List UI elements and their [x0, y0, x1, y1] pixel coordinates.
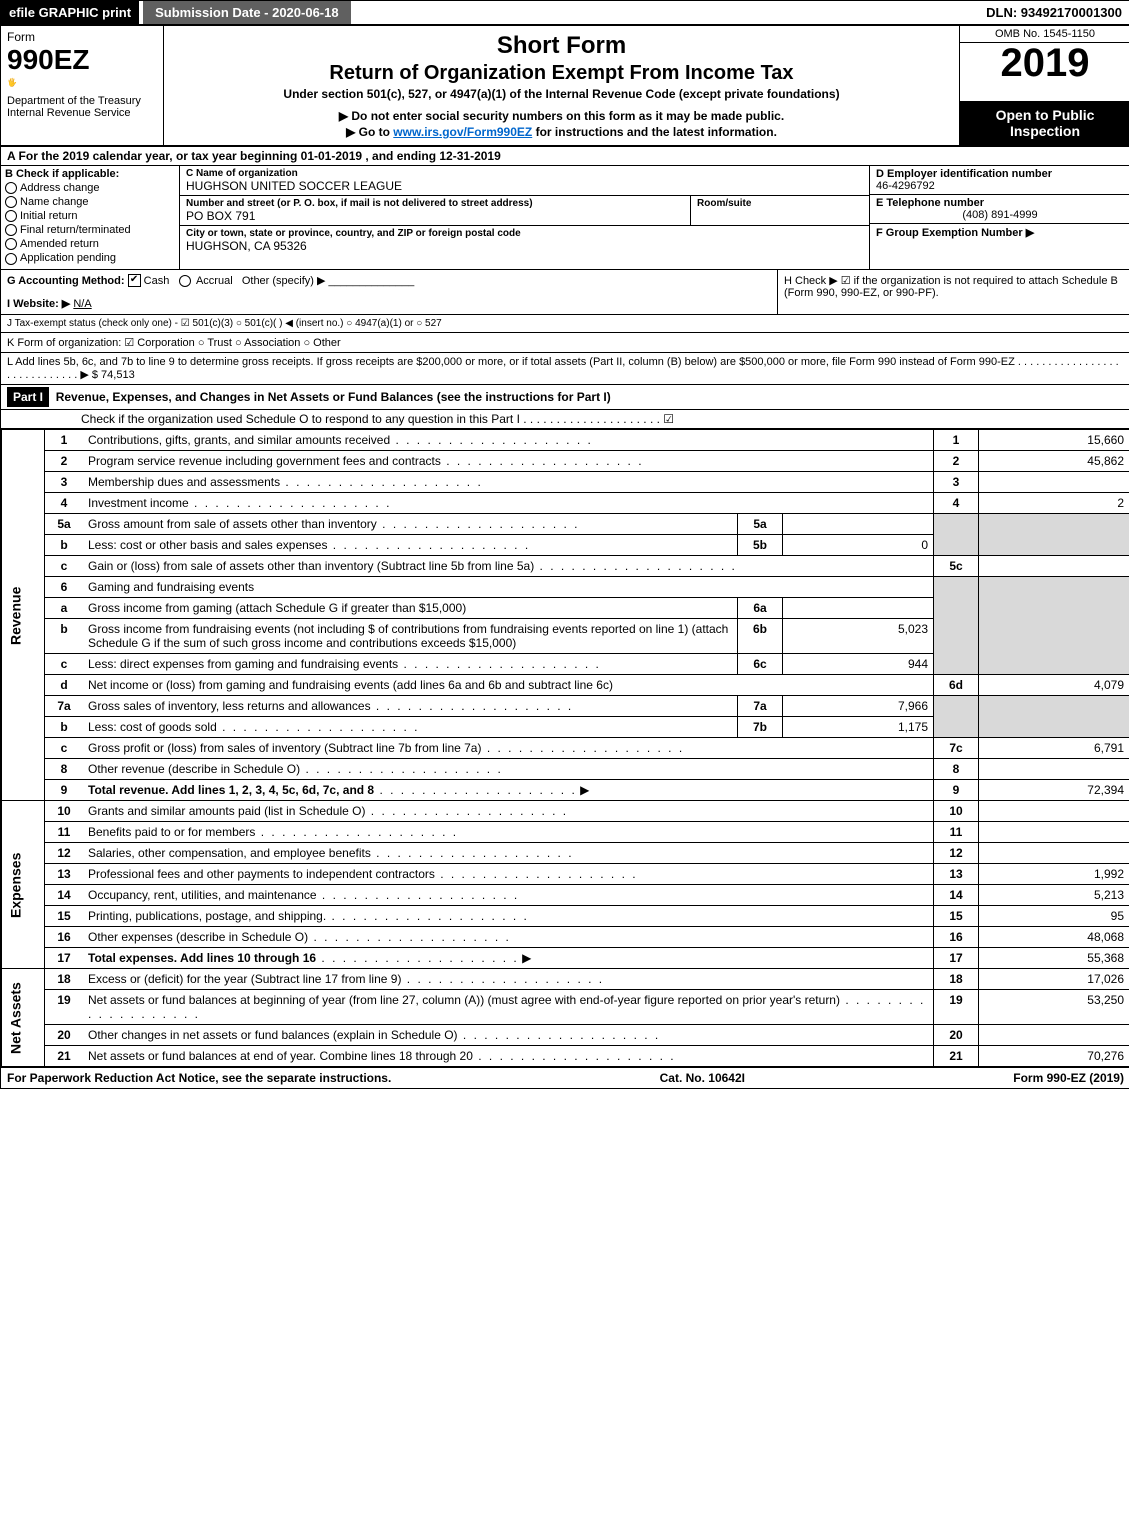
row-street: Number and street (or P. O. box, if mail…	[180, 196, 691, 225]
footer-mid: Cat. No. 10642I	[660, 1071, 745, 1085]
line6d-value: 4,079	[979, 675, 1129, 696]
org-name: HUGHSON UNITED SOCCER LEAGUE	[186, 179, 863, 193]
phone-value: (408) 891-4999	[876, 209, 1124, 221]
line16-value: 48,068	[979, 927, 1129, 948]
irs-label: Internal Revenue Service	[7, 107, 157, 119]
section-a-period: A For the 2019 calendar year, or tax yea…	[1, 147, 1129, 166]
footer-left: For Paperwork Reduction Act Notice, see …	[7, 1071, 391, 1085]
line6c-value: 944	[783, 654, 934, 675]
under-section: Under section 501(c), 527, or 4947(a)(1)…	[174, 87, 949, 101]
line20-value	[979, 1025, 1129, 1046]
line12-value	[979, 843, 1129, 864]
check-application-pending[interactable]: Application pending	[5, 252, 175, 264]
line4-value: 2	[979, 493, 1129, 514]
footer-right: Form 990-EZ (2019)	[1013, 1071, 1124, 1085]
check-address-change[interactable]: Address change	[5, 182, 175, 194]
row-l: L Add lines 5b, 6c, and 7b to line 9 to …	[1, 353, 1129, 385]
part1-header-row: Part I Revenue, Expenses, and Changes in…	[1, 385, 1129, 410]
header-right: OMB No. 1545-1150 2019 Open to Public In…	[959, 26, 1129, 145]
city-state-zip: HUGHSON, CA 95326	[186, 239, 863, 253]
side-revenue: Revenue	[2, 430, 45, 801]
accrual-radio[interactable]	[179, 275, 191, 287]
col-b-checks: B Check if applicable: Address change Na…	[1, 166, 180, 269]
dept-label: Department of the Treasury	[7, 95, 157, 107]
ein-value: 46-4296792	[876, 180, 1124, 192]
part1-label: Part I	[7, 387, 49, 407]
line11-value	[979, 822, 1129, 843]
row-c-name: C Name of organization HUGHSON UNITED SO…	[180, 166, 869, 196]
tax-year: 2019	[960, 43, 1129, 83]
line13-value: 1,992	[979, 864, 1129, 885]
header-center: Short Form Return of Organization Exempt…	[164, 26, 959, 145]
line6b-value: 5,023	[783, 619, 934, 654]
row-k: K Form of organization: ☑ Corporation ○ …	[1, 333, 1129, 353]
goto-link-row: ▶ Go to www.irs.gov/Form990EZ for instru…	[174, 125, 949, 139]
line14-value: 5,213	[979, 885, 1129, 906]
cash-checkbox[interactable]	[128, 274, 141, 287]
no-ssn-note: ▶ Do not enter social security numbers o…	[174, 109, 949, 123]
row-j: J Tax-exempt status (check only one) - ☑…	[1, 315, 1129, 333]
website-value: N/A	[73, 298, 91, 310]
line10-value	[979, 801, 1129, 822]
line2-value: 45,862	[979, 451, 1129, 472]
line8-value	[979, 759, 1129, 780]
col-def: D Employer identification number 46-4296…	[869, 166, 1129, 269]
line3-value	[979, 472, 1129, 493]
line7a-value: 7,966	[783, 696, 934, 717]
irs-link[interactable]: www.irs.gov/Form990EZ	[393, 125, 532, 139]
line1-value: 15,660	[979, 430, 1129, 451]
group-exemption-label: F Group Exemption Number ▶	[876, 226, 1124, 239]
efile-print-button[interactable]: efile GRAPHIC print	[1, 1, 139, 24]
form-number: 990EZ	[7, 44, 157, 76]
check-final-return[interactable]: Final return/terminated	[5, 224, 175, 236]
col-b-header: B Check if applicable:	[5, 168, 175, 180]
revenue-table: Revenue 1 Contributions, gifts, grants, …	[1, 429, 1129, 1067]
ein-label: D Employer identification number	[876, 168, 1124, 180]
row-g: G Accounting Method: Cash Accrual Other …	[1, 270, 777, 315]
form-subtitle: Return of Organization Exempt From Incom…	[174, 62, 949, 85]
check-initial-return[interactable]: Initial return	[5, 210, 175, 222]
line15-value: 95	[979, 906, 1129, 927]
part1-check: Check if the organization used Schedule …	[1, 410, 1129, 429]
part1-title: Revenue, Expenses, and Changes in Net As…	[56, 390, 611, 404]
submission-date: Submission Date - 2020-06-18	[143, 1, 351, 24]
form-title: Short Form	[174, 32, 949, 60]
street-address: PO BOX 791	[186, 209, 684, 223]
check-amended-return[interactable]: Amended return	[5, 238, 175, 250]
line5c-value	[979, 556, 1129, 577]
line17-value: 55,368	[979, 948, 1129, 969]
row-city: City or town, state or province, country…	[180, 226, 869, 255]
page-footer: For Paperwork Reduction Act Notice, see …	[1, 1067, 1129, 1088]
dln-label: DLN: 93492170001300	[978, 1, 1129, 24]
top-bar: efile GRAPHIC print Submission Date - 20…	[1, 1, 1129, 26]
line21-value: 70,276	[979, 1046, 1129, 1067]
side-expenses: Expenses	[2, 801, 45, 969]
form-id-block: Form 990EZ 🖐 Department of the Treasury …	[1, 26, 164, 145]
line6a-value	[783, 598, 934, 619]
check-name-change[interactable]: Name change	[5, 196, 175, 208]
line5b-value: 0	[783, 535, 934, 556]
line7c-value: 6,791	[979, 738, 1129, 759]
inspection-box: Open to Public Inspection	[960, 101, 1129, 145]
line9-value: 72,394	[979, 780, 1129, 801]
row-h: H Check ▶ ☑ if the organization is not r…	[777, 270, 1129, 315]
line18-value: 17,026	[979, 969, 1129, 990]
line7b-value: 1,175	[783, 717, 934, 738]
row-room: Room/suite	[691, 196, 869, 225]
phone-label: E Telephone number	[876, 197, 1124, 209]
line5a-value	[783, 514, 934, 535]
side-net-assets: Net Assets	[2, 969, 45, 1067]
form-word: Form	[7, 30, 157, 44]
line19-value: 53,250	[979, 990, 1129, 1025]
